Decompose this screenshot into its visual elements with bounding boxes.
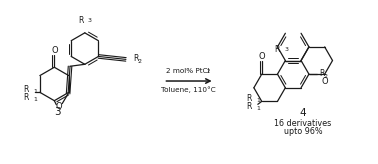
- Text: R: R: [24, 85, 29, 94]
- Text: 2: 2: [207, 69, 210, 74]
- Text: 2: 2: [324, 74, 328, 79]
- Text: R: R: [246, 102, 252, 111]
- Text: R: R: [246, 94, 252, 103]
- Text: O: O: [56, 102, 62, 111]
- Text: 4: 4: [300, 108, 306, 118]
- Text: 3: 3: [88, 18, 92, 23]
- Text: Toluene, 110°C: Toluene, 110°C: [161, 86, 215, 93]
- Text: 1: 1: [33, 97, 37, 102]
- Text: upto 96%: upto 96%: [284, 127, 322, 136]
- Text: 3: 3: [284, 47, 288, 52]
- Text: 1: 1: [257, 106, 261, 111]
- Text: 1: 1: [257, 98, 261, 103]
- Text: R: R: [79, 16, 84, 25]
- Text: R: R: [274, 45, 279, 54]
- Text: O: O: [321, 77, 328, 85]
- Text: R: R: [319, 69, 324, 78]
- Text: 16 derivatives: 16 derivatives: [274, 119, 332, 127]
- Text: 2: 2: [138, 59, 142, 64]
- Text: R: R: [24, 93, 29, 102]
- Text: 2 mol% PtCl: 2 mol% PtCl: [166, 68, 210, 74]
- Text: 3: 3: [54, 107, 60, 117]
- Text: O: O: [259, 52, 265, 61]
- Text: R: R: [133, 54, 138, 63]
- Text: 1: 1: [33, 89, 37, 94]
- Text: O: O: [51, 46, 57, 55]
